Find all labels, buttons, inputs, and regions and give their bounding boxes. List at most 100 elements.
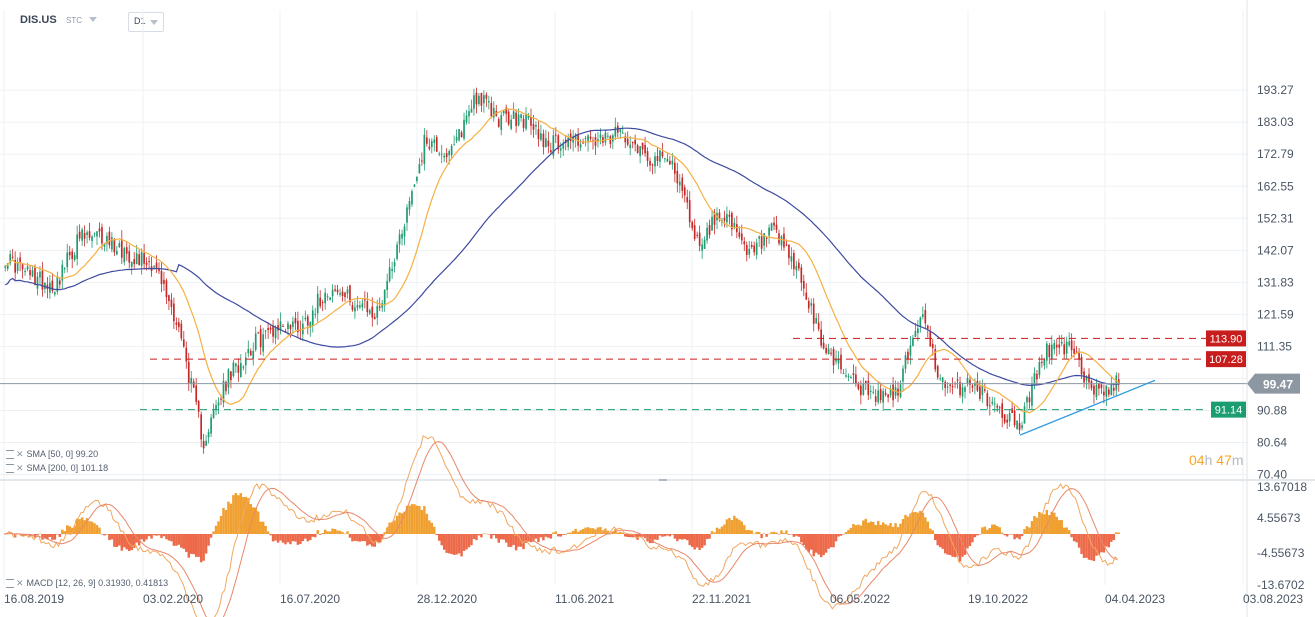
candle-body (522, 118, 525, 128)
candle-body (607, 135, 609, 137)
macd-histogram-bar (981, 527, 984, 534)
settings-icon[interactable] (6, 579, 14, 589)
settings-icon[interactable] (6, 450, 14, 460)
candle-body (1068, 341, 1070, 346)
macd-histogram-bar (175, 534, 178, 546)
candle-body (118, 243, 121, 248)
candle-body (205, 440, 207, 446)
sma200-legend[interactable]: ✕ SMA [200, 0] 101.18 (6, 463, 108, 474)
date-tick-label: 06.05.2022 (830, 592, 890, 606)
candle-body (778, 233, 780, 244)
level-tag-label: 113.90 (1210, 333, 1243, 345)
macd-histogram-bar (252, 507, 255, 534)
candle (1075, 345, 1078, 353)
candle (128, 244, 131, 269)
candle (44, 282, 46, 294)
candle-body (773, 222, 775, 226)
macd-legend[interactable]: ✕ MACD [12, 26, 9] 0.31930, 0.41813 (6, 578, 168, 589)
candle-body (279, 321, 282, 331)
candle-body (391, 269, 393, 271)
candle (864, 380, 867, 391)
candle (61, 259, 64, 289)
candle-body (817, 322, 820, 330)
candle-body (599, 134, 602, 138)
price-tick-label: 90.88 (1257, 403, 1287, 417)
candle (557, 133, 560, 154)
candle (197, 399, 200, 418)
macd-histogram-bar (1100, 534, 1103, 553)
macd-histogram-bar (286, 534, 290, 543)
candle (267, 322, 269, 339)
macd-histogram-bar (1053, 512, 1056, 534)
candle (297, 311, 299, 338)
candle (592, 136, 594, 150)
settings-icon[interactable] (6, 464, 14, 474)
macd-histogram-bar (118, 534, 121, 546)
candle (178, 317, 180, 333)
candle (778, 229, 780, 246)
macd-histogram-bar (988, 528, 992, 534)
candle (1093, 383, 1095, 404)
macd-histogram-bar (552, 532, 555, 534)
macd-histogram-bar (934, 534, 937, 541)
candle-body (324, 292, 326, 304)
candle-body (58, 280, 61, 285)
macd-histogram-bar (929, 528, 932, 534)
candle (817, 313, 820, 332)
candle-body (902, 368, 904, 382)
close-icon[interactable]: ✕ (16, 578, 24, 588)
candle-body (445, 153, 448, 158)
candle (116, 245, 118, 256)
macd-histogram-bar (681, 534, 684, 540)
candle (150, 256, 153, 277)
symbol-label[interactable]: DIS.US (20, 14, 57, 26)
close-icon[interactable]: ✕ (16, 463, 24, 473)
sma50-legend[interactable]: ✕ SMA [50, 0] 99.20 (6, 449, 98, 460)
macd-histogram-bar (447, 534, 451, 554)
macd-histogram-bar (859, 525, 863, 534)
candle-body (515, 112, 517, 126)
macd-histogram-bar (926, 521, 930, 534)
candle-body (331, 289, 334, 297)
macd-histogram-bar (906, 516, 910, 534)
macd-histogram-bar (829, 534, 833, 548)
instrument-type-label[interactable]: STC (66, 16, 82, 25)
macd-histogram-bar (390, 522, 394, 534)
candle-body (661, 151, 664, 157)
price-tick-label: 152.31 (1257, 211, 1294, 225)
candle-body (659, 150, 661, 162)
candle (659, 149, 661, 168)
macd-histogram-bar (301, 534, 305, 542)
candle-body (24, 270, 26, 273)
candle (120, 230, 123, 265)
candle-body (334, 289, 336, 291)
macd-histogram-bar (83, 520, 86, 534)
macd-histogram-bar (755, 531, 758, 534)
candle-body (473, 95, 475, 109)
candle (1016, 420, 1018, 430)
candle-body (282, 325, 284, 327)
chevron-down-icon[interactable] (89, 17, 97, 22)
macd-histogram-bar (713, 532, 716, 534)
candle-body (252, 350, 255, 360)
candle-body (949, 384, 951, 386)
candle-body (649, 160, 651, 166)
close-icon[interactable]: ✕ (16, 449, 24, 459)
candle (765, 237, 768, 248)
candle (904, 351, 907, 374)
candle (631, 141, 634, 149)
macd-histogram-bar (1048, 515, 1051, 534)
macd-histogram-bar (609, 533, 612, 535)
candle-body (1103, 391, 1105, 396)
candle-body (798, 262, 800, 269)
candle (455, 129, 458, 144)
candle-body (455, 136, 458, 141)
macd-histogram-bar (1117, 532, 1120, 534)
macd-histogram-bar (214, 525, 218, 534)
timeframe-select[interactable]: D1 (128, 12, 164, 32)
timeframe-value: D1 (134, 16, 146, 26)
macd-histogram-bar (199, 534, 203, 563)
macd-histogram-bar (495, 534, 498, 539)
candle-body (678, 181, 681, 186)
